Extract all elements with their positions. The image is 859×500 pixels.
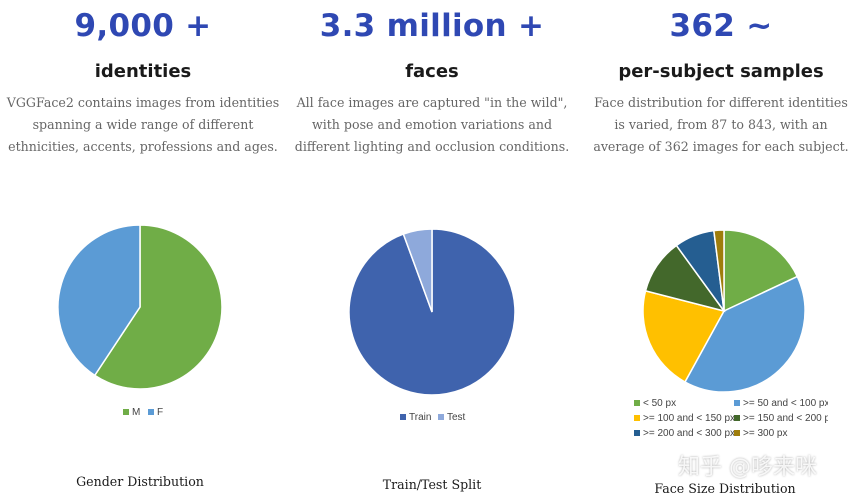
pie-slice-f xyxy=(57,224,141,377)
pie-slice-test xyxy=(402,228,433,313)
stat-column-identities: 9,000 + identities VGGFace2 contains ima… xyxy=(0,0,286,158)
legend-label: >= 150 and < 200 px xyxy=(743,413,828,424)
chart-title-face-size: Face Size Distribution xyxy=(654,481,796,496)
stat-subtitle: faces xyxy=(405,61,459,82)
legend-swatch xyxy=(634,400,640,406)
stat-column-faces: 3.3 million + faces All face images are … xyxy=(289,0,575,158)
legend-swatch xyxy=(634,415,640,421)
legend-swatch xyxy=(734,400,740,406)
legend-swatch xyxy=(148,409,154,415)
face-size-pie-chart: < 50 px >= 50 and < 100 px >= 100 and < 15… xyxy=(634,229,828,439)
legend-label: >= 200 and < 300 px xyxy=(643,428,735,439)
legend-swatch xyxy=(634,430,640,436)
legend-swatch xyxy=(734,430,740,436)
pie-slice-m xyxy=(93,224,223,390)
watermark: 知乎 @哆来咪 xyxy=(678,455,817,480)
legend-swatch xyxy=(400,414,406,420)
pie-slice-300-px xyxy=(713,229,725,312)
chart-title-gender: Gender Distribution xyxy=(76,474,204,489)
legend-swatch xyxy=(734,415,740,421)
legend-label: Test xyxy=(447,412,466,423)
legend-label: >= 50 and < 100 px xyxy=(743,398,828,409)
legend-label: < 50 px xyxy=(643,398,676,409)
legend-label: Train xyxy=(409,412,431,423)
stat-description: VGGFace2 contains images from identities… xyxy=(6,95,280,154)
chart-title-train-test: Train/Test Split xyxy=(382,477,482,492)
legend-label: M xyxy=(132,407,140,418)
legend-swatch xyxy=(438,414,444,420)
legend-label: >= 100 and < 150 px xyxy=(643,413,735,424)
stat-description: All face images are captured "in the wil… xyxy=(294,95,570,154)
stat-subtitle: per-subject samples xyxy=(618,61,824,82)
train-test-pie-chart: Train Test xyxy=(348,228,516,423)
stat-description: Face distribution for different identiti… xyxy=(593,95,849,154)
pie-slice-50-and-100-px xyxy=(683,275,806,393)
pie-slice-50-px xyxy=(723,229,799,313)
stat-number: 362 ~ xyxy=(669,8,773,44)
legend-swatch xyxy=(123,409,129,415)
legend-label: F xyxy=(157,407,163,418)
pie-slice-100-and-150-px xyxy=(642,289,726,383)
stat-number: 9,000 + xyxy=(74,8,212,44)
legend-label: >= 300 px xyxy=(743,428,787,439)
stat-column-samples: 362 ~ per-subject samples Face distribut… xyxy=(583,0,859,158)
stat-number: 3.3 million + xyxy=(319,8,545,44)
stat-subtitle: identities xyxy=(94,61,192,82)
